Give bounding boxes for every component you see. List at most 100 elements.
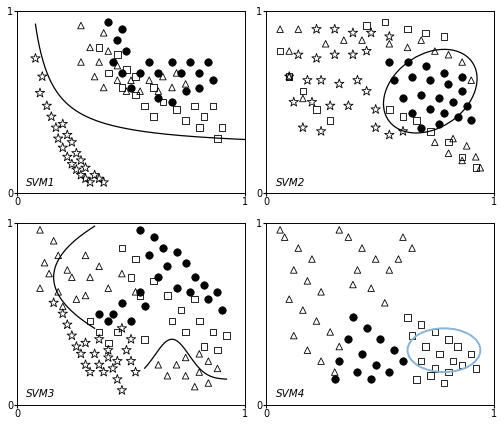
- Point: [191, 383, 199, 390]
- Point: [177, 307, 185, 314]
- Point: [285, 73, 293, 80]
- Point: [195, 351, 203, 357]
- Point: [408, 73, 416, 80]
- Point: [168, 84, 176, 91]
- Point: [353, 267, 361, 273]
- Point: [417, 37, 425, 43]
- Point: [445, 51, 453, 58]
- Point: [218, 307, 226, 314]
- Point: [458, 88, 466, 95]
- Point: [426, 77, 434, 83]
- Point: [109, 59, 117, 66]
- Point: [68, 332, 76, 339]
- Point: [335, 227, 343, 233]
- Point: [73, 343, 81, 350]
- Point: [52, 124, 60, 131]
- Point: [36, 89, 44, 96]
- Point: [326, 117, 334, 124]
- Point: [154, 88, 162, 95]
- Point: [385, 368, 393, 375]
- Point: [458, 157, 466, 164]
- Point: [285, 48, 293, 55]
- Point: [399, 358, 407, 365]
- Point: [145, 77, 153, 83]
- Point: [141, 336, 149, 343]
- Point: [91, 351, 99, 357]
- Point: [440, 33, 448, 40]
- Point: [408, 245, 416, 251]
- Point: [458, 59, 466, 66]
- Point: [467, 77, 475, 83]
- Point: [68, 274, 76, 281]
- Point: [159, 245, 167, 251]
- Point: [290, 267, 298, 273]
- Point: [91, 172, 99, 178]
- Point: [422, 29, 430, 36]
- Point: [335, 358, 343, 365]
- Point: [204, 380, 212, 386]
- Point: [308, 256, 316, 262]
- Point: [145, 252, 153, 259]
- Point: [431, 139, 439, 146]
- Point: [445, 368, 453, 375]
- Point: [440, 109, 448, 116]
- Text: SVM4: SVM4: [276, 389, 305, 400]
- Point: [472, 153, 480, 160]
- Point: [54, 288, 62, 295]
- Point: [82, 175, 90, 182]
- Point: [136, 288, 144, 295]
- Point: [186, 59, 194, 66]
- Point: [141, 102, 149, 109]
- Point: [417, 124, 425, 131]
- Point: [49, 237, 57, 244]
- Point: [362, 22, 370, 29]
- Point: [362, 325, 370, 332]
- Point: [362, 48, 370, 55]
- Point: [440, 380, 448, 386]
- Point: [399, 95, 407, 102]
- Point: [40, 259, 48, 266]
- Point: [127, 274, 135, 281]
- Point: [77, 351, 85, 357]
- Point: [77, 157, 85, 164]
- Point: [181, 354, 190, 361]
- Point: [181, 372, 190, 379]
- Point: [472, 365, 480, 372]
- Point: [100, 84, 108, 91]
- Point: [385, 59, 393, 66]
- Point: [118, 299, 126, 306]
- Point: [82, 292, 90, 299]
- Point: [426, 106, 434, 113]
- Point: [118, 84, 126, 91]
- Point: [399, 234, 407, 241]
- Point: [54, 135, 62, 142]
- Point: [113, 328, 121, 335]
- Point: [404, 314, 412, 321]
- Point: [191, 102, 199, 109]
- Point: [317, 128, 325, 135]
- Point: [177, 69, 185, 76]
- Point: [136, 88, 144, 95]
- Point: [367, 29, 375, 36]
- Point: [95, 361, 103, 368]
- Point: [290, 332, 298, 339]
- Point: [36, 285, 44, 292]
- Point: [104, 354, 112, 361]
- Point: [204, 59, 212, 66]
- Point: [362, 88, 370, 95]
- Point: [95, 59, 103, 66]
- Point: [404, 26, 412, 32]
- Point: [104, 318, 112, 325]
- Point: [317, 77, 325, 83]
- Point: [132, 73, 140, 80]
- Point: [118, 387, 126, 394]
- Point: [390, 77, 398, 83]
- Point: [127, 358, 135, 365]
- Point: [303, 277, 311, 284]
- Point: [168, 99, 176, 106]
- Point: [449, 99, 457, 106]
- Point: [122, 347, 131, 354]
- Point: [45, 270, 53, 277]
- Point: [95, 310, 103, 317]
- Point: [381, 299, 389, 306]
